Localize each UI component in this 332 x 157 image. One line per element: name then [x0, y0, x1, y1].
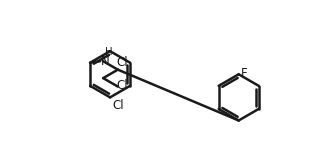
- Text: Cl: Cl: [116, 56, 128, 69]
- Text: Cl: Cl: [113, 99, 124, 112]
- Text: H: H: [105, 47, 112, 57]
- Text: Cl: Cl: [116, 79, 128, 92]
- Text: N: N: [101, 55, 110, 68]
- Text: F: F: [241, 67, 248, 80]
